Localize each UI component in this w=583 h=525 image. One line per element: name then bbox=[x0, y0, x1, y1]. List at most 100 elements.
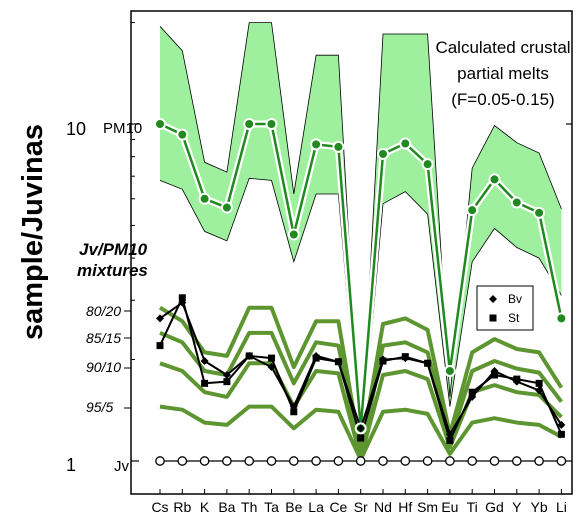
point-jv-sr bbox=[355, 456, 366, 466]
point-jv-gd bbox=[489, 456, 500, 466]
series-label-85-15: 85/15 bbox=[86, 330, 121, 346]
point-st-ti bbox=[468, 388, 476, 396]
point-jv-sm bbox=[422, 456, 433, 466]
legend-label-bv: Bv bbox=[508, 292, 522, 306]
point-jv-yb bbox=[534, 456, 544, 466]
x-tick-label-la: La bbox=[308, 499, 324, 515]
point-jv-cs bbox=[155, 456, 165, 466]
axes-layer bbox=[130, 10, 573, 495]
point-pm10-eu bbox=[443, 364, 456, 377]
series-label-95-5: 95/5 bbox=[86, 399, 113, 415]
series-markers-layer bbox=[154, 118, 568, 466]
point-jv-ba bbox=[222, 456, 232, 466]
x-tick-label-be: Be bbox=[285, 499, 302, 515]
point-bv-eu bbox=[445, 430, 454, 439]
point-st-y bbox=[513, 375, 521, 383]
point-pm10-y bbox=[510, 196, 523, 209]
legend-label-st: St bbox=[508, 311, 520, 325]
point-st-la bbox=[312, 354, 320, 362]
point-st-sr bbox=[357, 434, 365, 442]
series-label-90-10: 90/10 bbox=[86, 359, 121, 375]
x-tick-label-nd: Nd bbox=[374, 499, 392, 515]
point-bv-k bbox=[200, 357, 209, 366]
text-layer: sample/Juvinas Calculated crustal partia… bbox=[17, 38, 571, 515]
point-jv-be bbox=[288, 456, 299, 466]
point-st-eu bbox=[446, 437, 454, 445]
point-st-ce bbox=[334, 358, 342, 366]
point-jv-ce bbox=[333, 456, 344, 466]
point-st-sm bbox=[424, 359, 432, 367]
series-label-pm10: PM10 bbox=[103, 120, 142, 137]
point-pm10-hf bbox=[399, 137, 412, 150]
x-tick-label-k: K bbox=[200, 499, 210, 515]
x-tick-label-ta: Ta bbox=[264, 499, 279, 515]
x-tick-label-hf: Hf bbox=[398, 499, 412, 515]
point-pm10-yb bbox=[533, 206, 546, 219]
point-jv-la bbox=[311, 456, 321, 466]
x-tick-label-rb: Rb bbox=[173, 499, 191, 515]
point-pm10-li bbox=[555, 312, 568, 325]
point-st-rb bbox=[178, 294, 186, 302]
point-pm10-ba bbox=[220, 201, 233, 214]
point-pm10-ce bbox=[332, 140, 345, 153]
annotation-line-2: partial melts bbox=[457, 64, 549, 83]
point-jv-y bbox=[511, 456, 522, 466]
series-label-jv: Jv bbox=[114, 458, 130, 475]
point-st-ta bbox=[268, 354, 275, 362]
plot-frame bbox=[130, 10, 573, 495]
x-tick-label-th: Th bbox=[241, 499, 257, 515]
point-jv-nd bbox=[378, 456, 388, 466]
y-axis-label: sample/Juvinas bbox=[17, 124, 49, 340]
point-bv-ta bbox=[267, 363, 276, 372]
point-jv-rb bbox=[177, 456, 188, 466]
mixture-title-line-1: Jv/PM10 bbox=[79, 240, 148, 259]
point-pm10-nd bbox=[377, 147, 389, 160]
point-pm10-ta bbox=[265, 118, 278, 130]
point-pm10-ti bbox=[466, 204, 479, 217]
point-pm10-cs bbox=[154, 118, 166, 130]
point-jv-ti bbox=[467, 456, 478, 466]
point-st-ba bbox=[223, 378, 231, 386]
point-jv-k bbox=[199, 456, 210, 466]
x-tick-label-ba: Ba bbox=[218, 499, 235, 515]
point-st-cs bbox=[156, 342, 164, 350]
x-tick-label-sr: Sr bbox=[354, 499, 368, 515]
legend-box bbox=[476, 285, 534, 331]
point-pm10-rb bbox=[176, 128, 189, 141]
point-pm10-sm bbox=[421, 158, 434, 171]
point-bv-ba bbox=[222, 370, 231, 379]
point-st-be bbox=[290, 408, 298, 416]
annotation-line-3: (F=0.05-0.15) bbox=[451, 90, 554, 109]
melt-band-fill bbox=[160, 22, 562, 454]
point-bv-li bbox=[557, 420, 566, 429]
point-bv-cs bbox=[156, 314, 164, 323]
legend-marker-st bbox=[489, 314, 497, 322]
point-bv-yb bbox=[535, 386, 544, 395]
point-pm10-k bbox=[198, 192, 211, 205]
x-tick-label-yb: Yb bbox=[531, 499, 548, 515]
legend-marker-bv bbox=[489, 295, 497, 303]
x-tick-label-ti: Ti bbox=[467, 499, 478, 515]
x-tick-label-gd: Gd bbox=[485, 499, 504, 515]
point-st-hf bbox=[401, 353, 409, 361]
legend: Bv St bbox=[476, 285, 534, 331]
point-st-nd bbox=[379, 357, 387, 365]
point-pm10-th bbox=[243, 118, 256, 130]
point-st-yb bbox=[535, 379, 543, 387]
x-tick-label-ce: Ce bbox=[329, 499, 347, 515]
point-jv-eu bbox=[445, 456, 455, 466]
y-tick-label-1: 1 bbox=[66, 455, 76, 475]
point-jv-th bbox=[244, 456, 255, 466]
annotation-line-1: Calculated crustal bbox=[435, 38, 570, 57]
point-st-gd bbox=[491, 371, 498, 379]
point-st-th bbox=[245, 352, 253, 360]
point-pm10-gd bbox=[488, 173, 501, 186]
point-st-k bbox=[201, 379, 209, 387]
x-tick-label-y: Y bbox=[512, 499, 522, 515]
point-jv-li bbox=[556, 456, 567, 466]
mixture-title-line-2: mixtures bbox=[77, 261, 148, 280]
x-tick-label-sm: Sm bbox=[417, 499, 438, 515]
series-label-80-20: 80/20 bbox=[86, 303, 121, 319]
point-pm10-la bbox=[310, 138, 323, 151]
